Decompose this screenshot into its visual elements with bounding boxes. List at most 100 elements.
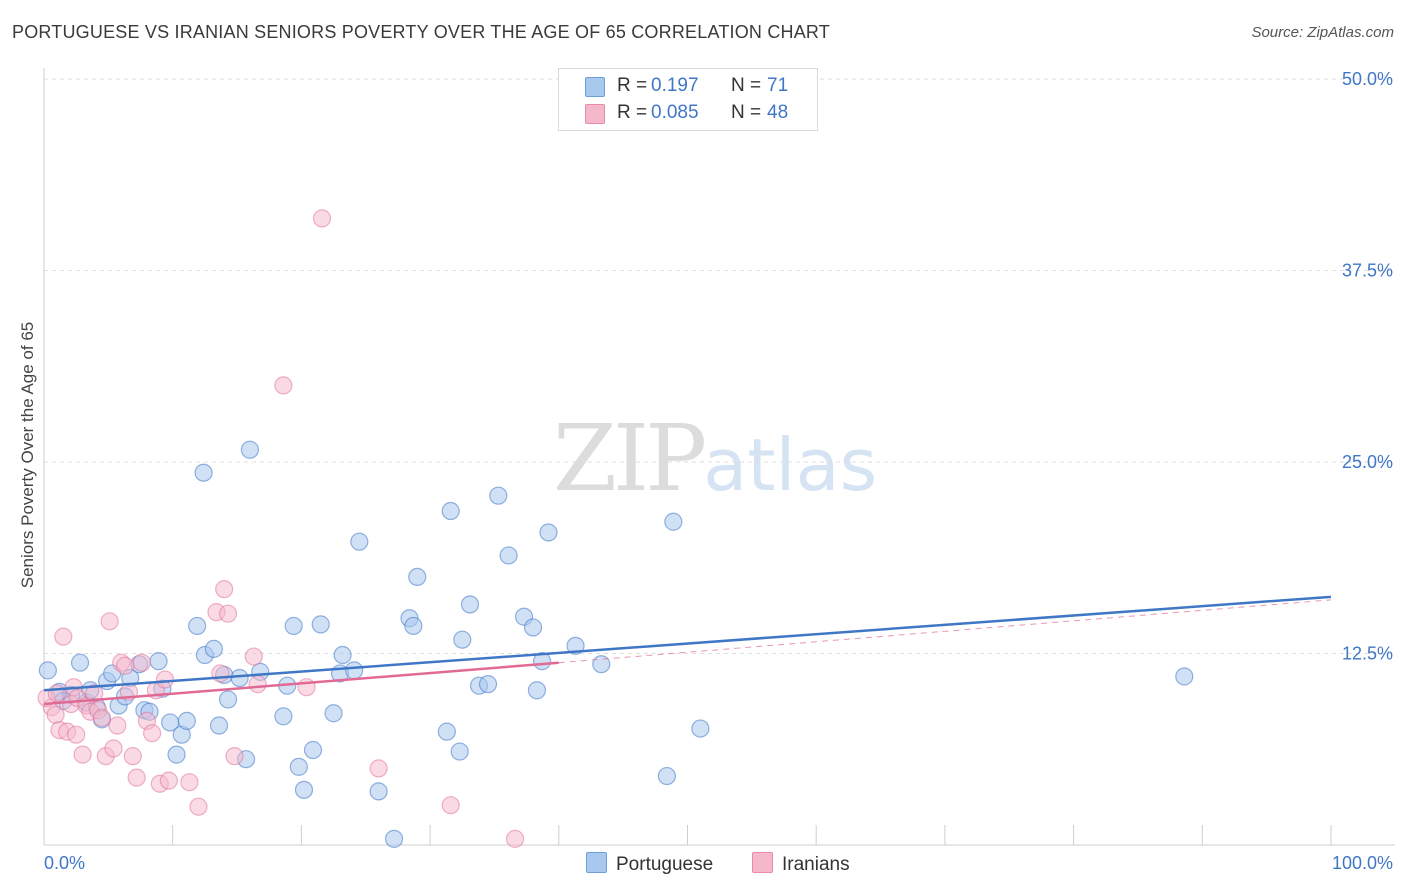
y-axis-label: Seniors Poverty Over the Age of 65: [18, 321, 37, 589]
r-value: 0.085: [651, 102, 699, 123]
portuguese-point: [566, 636, 585, 655]
iranian-point: [180, 773, 199, 792]
portuguese-point: [523, 618, 543, 637]
iranian-point: [108, 716, 127, 735]
portuguese-point: [204, 639, 223, 659]
iranian-point: [274, 376, 293, 395]
portuguese-point: [149, 652, 168, 671]
portuguese-point: [408, 567, 427, 587]
portuguese-point: [460, 595, 480, 614]
r-label: R =: [617, 75, 648, 96]
iranian-trend-line: [43, 661, 559, 706]
portuguese-point: [324, 704, 343, 723]
portuguese-point: [478, 675, 498, 694]
portuguese-point: [38, 661, 57, 680]
iranian-point: [132, 653, 151, 672]
iranian-point: [215, 580, 234, 599]
portuguese-point: [527, 681, 547, 700]
iranian-point: [143, 724, 162, 743]
iranians-swatch: [585, 104, 605, 124]
portuguese-point: [294, 780, 314, 799]
n-label: N =: [731, 75, 762, 96]
n-value: 71: [767, 75, 789, 96]
iranian-point: [244, 647, 263, 666]
y-tick-label: 25.0%: [1342, 452, 1393, 472]
portuguese-point: [450, 742, 469, 761]
portuguese-trend-line: [43, 595, 1332, 692]
n-value: 48: [767, 102, 789, 123]
iranian-point: [369, 759, 388, 778]
portuguese-point: [194, 463, 213, 482]
gridlines: [44, 78, 1395, 654]
portuguese-point: [350, 532, 369, 551]
iranian-point: [218, 604, 238, 623]
iranian-point: [46, 705, 65, 724]
portuguese-point: [70, 653, 90, 672]
iranian-trend-line-extrapolated: [558, 599, 1332, 664]
iranian-point: [47, 684, 66, 703]
correlation-legend: R = 0.197 N = 71 R = 0.085 N = 48: [558, 68, 818, 131]
legend-label-iranians: Iranians: [782, 854, 850, 875]
legend-item-portuguese[interactable]: Portuguese: [586, 852, 713, 876]
portuguese-point: [209, 716, 229, 735]
iranian-point: [248, 675, 267, 694]
portuguese-point: [303, 740, 323, 760]
x-tick-label: 0.0%: [44, 853, 85, 873]
iranian-point: [100, 612, 119, 631]
iranian-points: [37, 209, 525, 848]
portuguese-point: [167, 745, 186, 764]
portuguese-point: [240, 440, 260, 459]
iranian-point: [67, 725, 86, 744]
y-tick-label: 12.5%: [1342, 644, 1393, 664]
legend-item-iranians[interactable]: Iranians: [752, 852, 850, 876]
portuguese-points: [38, 440, 1194, 848]
portuguese-point: [284, 616, 303, 636]
portuguese-point: [218, 690, 238, 709]
portuguese-point: [499, 546, 518, 565]
n-label: N =: [731, 102, 762, 123]
iranian-point: [225, 747, 244, 766]
watermark-atlas: atlas: [703, 423, 878, 507]
legend-label-portuguese: Portuguese: [616, 854, 714, 875]
chart-title: PORTUGUESE VS IRANIAN SENIORS POVERTY OV…: [12, 22, 830, 42]
portuguese-swatch: [586, 852, 607, 873]
portuguese-point: [369, 782, 388, 801]
portuguese-point: [489, 486, 508, 505]
source-label: Source: ZipAtlas.com: [1251, 24, 1394, 41]
iranian-point: [127, 768, 146, 787]
iranians-swatch: [752, 852, 773, 873]
r-value: 0.197: [651, 75, 699, 96]
y-tick-label: 50.0%: [1342, 69, 1393, 89]
portuguese-point: [657, 766, 677, 786]
portuguese-point: [384, 829, 404, 848]
axes: [43, 68, 1395, 846]
portuguese-point: [664, 512, 683, 531]
tick-labels: 12.5% 25.0% 37.5% 50.0% 0.0% 100.0%: [44, 69, 1393, 873]
portuguese-point: [437, 722, 456, 741]
portuguese-point: [1175, 667, 1194, 686]
iranian-point: [73, 745, 92, 764]
portuguese-point: [311, 615, 330, 634]
iranian-point: [189, 797, 208, 816]
portuguese-point: [441, 501, 460, 521]
iranian-point: [441, 796, 460, 815]
iranian-point: [54, 627, 73, 646]
portuguese-point: [345, 661, 364, 680]
portuguese-point: [333, 645, 352, 665]
r-label: R =: [617, 102, 648, 123]
y-tick-label: 37.5%: [1342, 261, 1393, 281]
iranian-point: [505, 829, 525, 848]
portuguese-point: [230, 668, 249, 688]
iranian-point: [159, 771, 178, 790]
portuguese-point: [188, 616, 207, 636]
portuguese-point: [453, 630, 472, 649]
portuguese-point: [274, 707, 293, 726]
portuguese-point: [539, 523, 558, 542]
portuguese-swatch: [585, 77, 605, 97]
iranian-point: [211, 664, 230, 683]
watermark: ZIPatlas: [553, 405, 877, 512]
iranian-point: [85, 684, 104, 703]
watermark-zip: ZIP: [553, 405, 707, 512]
portuguese-point: [177, 711, 196, 731]
iranian-point: [312, 209, 332, 228]
